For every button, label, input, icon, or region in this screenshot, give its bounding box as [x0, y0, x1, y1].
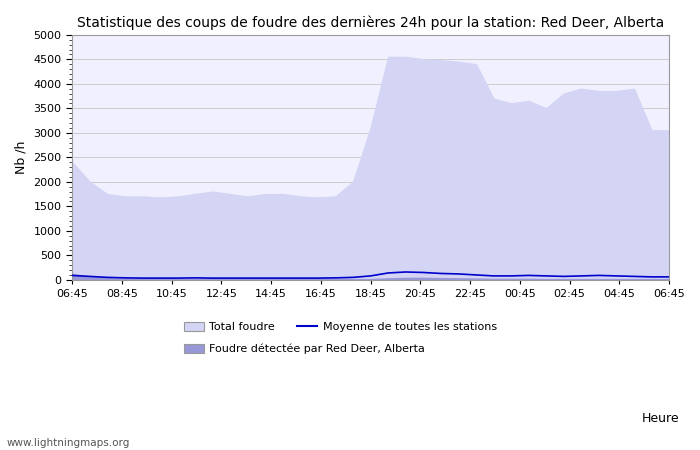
Y-axis label: Nb /h: Nb /h: [15, 141, 28, 174]
Text: www.lightningmaps.org: www.lightningmaps.org: [7, 438, 130, 448]
Legend: Foudre détectée par Red Deer, Alberta: Foudre détectée par Red Deer, Alberta: [179, 339, 430, 359]
Title: Statistique des coups de foudre des dernières 24h pour la station: Red Deer, Alb: Statistique des coups de foudre des dern…: [77, 15, 664, 30]
Text: Heure: Heure: [641, 412, 679, 425]
